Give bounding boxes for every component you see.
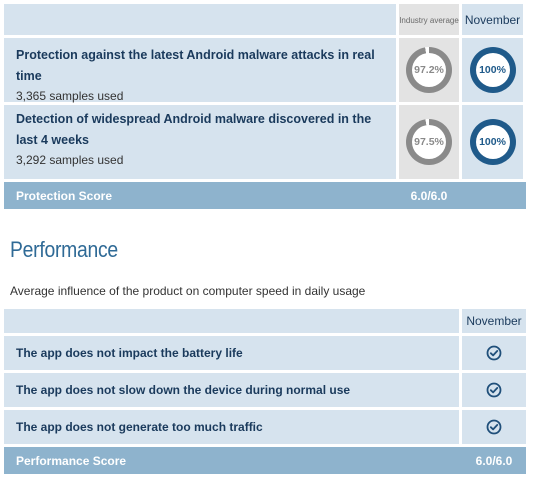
industry-gauge: 97.5% [406, 119, 452, 165]
performance-score-row: Performance Score 6.0/6.0 [4, 447, 526, 474]
industry-gauge: 97.2% [406, 47, 452, 93]
industry-gauge-value: 97.5% [414, 136, 444, 148]
check-circle-icon [486, 345, 502, 361]
protection-header-spacer [4, 4, 396, 35]
performance-score-value: 6.0/6.0 [475, 453, 513, 468]
test-samples: 3,365 samples used [16, 89, 124, 103]
performance-score-label: Performance Score [16, 453, 127, 468]
performance-header-spacer [4, 309, 459, 333]
performance-description: Average influence of the product on comp… [10, 284, 366, 298]
month-gauge: 100% [469, 119, 516, 165]
month-header: November [462, 4, 523, 35]
performance-header-row: November [4, 309, 526, 333]
protection-header-row: Industry average November [4, 4, 526, 35]
result-cell [462, 336, 526, 370]
check-circle-icon [486, 419, 502, 435]
check-circle-icon [486, 382, 502, 398]
industry-average-header: Industry average [399, 4, 459, 35]
month-header: November [462, 309, 526, 333]
month-gauge: 100% [469, 47, 516, 93]
protection-table: Industry average November Protection aga… [4, 4, 526, 209]
test-title: The app does not slow down the device du… [4, 373, 459, 407]
month-gauge-cell: 100% [462, 38, 523, 102]
performance-table: November The app does not impact the bat… [4, 309, 526, 474]
protection-score-label: Protection Score [16, 188, 113, 203]
industry-gauge-value: 97.2% [414, 64, 444, 76]
protection-score-value: 6.0/6.0 [410, 188, 448, 203]
industry-gauge-cell: 97.5% [399, 105, 459, 179]
result-cell [462, 410, 526, 444]
test-description: Detection of widespread Android malware … [4, 105, 396, 179]
month-gauge-value: 100% [479, 64, 506, 76]
industry-gauge-cell: 97.2% [399, 38, 459, 102]
result-cell [462, 373, 526, 407]
test-description: Protection against the latest Android ma… [4, 38, 396, 103]
test-title: Detection of widespread Android malware … [16, 112, 372, 147]
test-title: The app does not generate too much traff… [4, 410, 459, 444]
protection-test-row: Protection against the latest Android ma… [4, 38, 526, 103]
month-gauge-value: 100% [479, 136, 506, 148]
protection-test-row: Detection of widespread Android malware … [4, 105, 526, 179]
test-title: The app does not impact the battery life [4, 336, 459, 370]
test-samples: 3,292 samples used [16, 153, 124, 167]
test-title: Protection against the latest Android ma… [16, 48, 375, 83]
performance-test-row: The app does not slow down the device du… [4, 373, 526, 407]
performance-test-row: The app does not impact the battery life [4, 336, 526, 370]
performance-heading: Performance [10, 237, 118, 262]
month-gauge-cell: 100% [462, 105, 523, 179]
performance-test-row: The app does not generate too much traff… [4, 410, 526, 444]
protection-score-row: Protection Score 6.0/6.0 [4, 182, 526, 209]
